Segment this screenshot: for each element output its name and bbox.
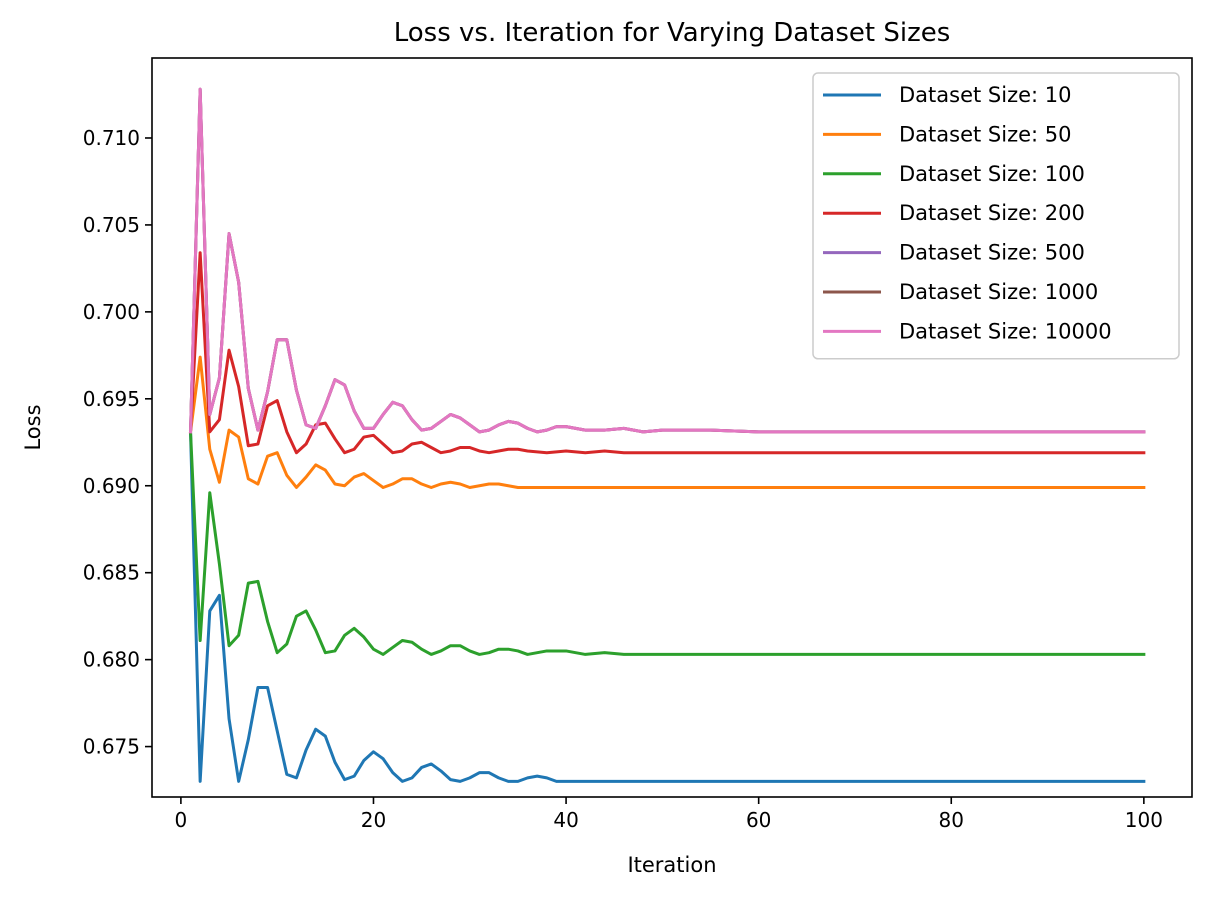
legend-label: Dataset Size: 500: [899, 241, 1085, 265]
series-layer: [188, 87, 1146, 783]
x-tick-label: 40: [553, 808, 578, 832]
plot-frame: [151, 57, 1193, 798]
series-line-4: [188, 251, 1146, 455]
y-tick-label: 0.675: [83, 735, 140, 759]
y-tick-label: 0.710: [83, 126, 140, 150]
series-line-7: [188, 87, 1146, 434]
legend-label: Dataset Size: 10: [899, 83, 1072, 107]
legend-box: [812, 72, 1180, 360]
legend: Dataset Size: 10 Dataset Size: 50 Dataset …: [812, 72, 1180, 360]
legend-label: Dataset Size: 100: [899, 162, 1085, 186]
legend-label: Dataset Size: 50: [899, 122, 1072, 146]
legend-label: Dataset Size: 10000: [899, 319, 1112, 343]
y-tick-label: 0.695: [83, 387, 140, 411]
legend-label: Dataset Size: 1000: [899, 280, 1098, 304]
series-line-1: [188, 430, 1146, 783]
series-line-2: [188, 355, 1146, 489]
x-axis-title: Iteration: [627, 853, 716, 877]
x-tick-label: 20: [361, 808, 386, 832]
y-tick-label: 0.685: [83, 561, 140, 585]
x-tick-label: 0: [175, 808, 188, 832]
series-line-3: [188, 430, 1146, 656]
x-tick-label: 60: [746, 808, 771, 832]
x-tick-label: 80: [939, 808, 964, 832]
y-axis-title: Loss: [21, 404, 45, 450]
y-tick-label: 0.690: [83, 474, 140, 498]
y-tick-label: 0.705: [83, 213, 140, 237]
y-tick-label: 0.700: [83, 300, 140, 324]
chart-title: Loss vs. Iteration for Varying Dataset S…: [394, 18, 951, 48]
x-axis: 0 20 40 60 80 100: [175, 797, 1163, 832]
y-axis: 0.675 0.680 0.685 0.690 0.695 0.700 0.705 0.710: [83, 126, 152, 759]
legend-label: Dataset Size: 200: [899, 201, 1085, 225]
y-tick-label: 0.680: [83, 648, 140, 672]
x-tick-label: 100: [1125, 808, 1163, 832]
